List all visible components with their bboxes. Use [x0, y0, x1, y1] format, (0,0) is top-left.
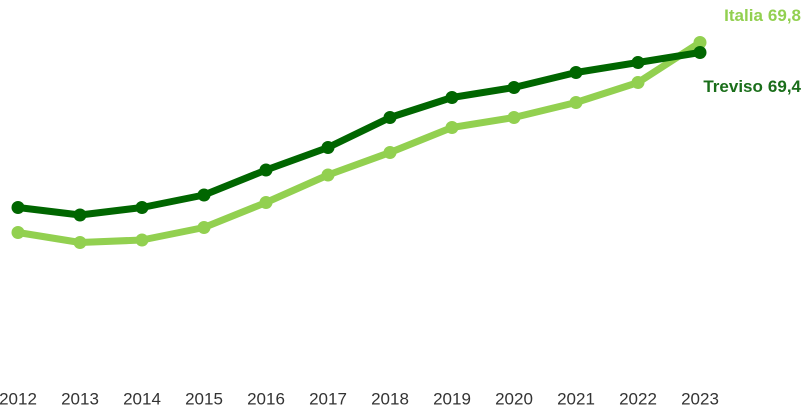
data-point: [135, 233, 149, 247]
data-point: [259, 163, 273, 177]
data-point: [135, 201, 149, 214]
data-point: [321, 168, 335, 182]
data-point: [631, 76, 645, 89]
data-point: [445, 91, 459, 104]
data-point: [73, 208, 87, 222]
data-point: [631, 56, 645, 69]
data-point: [445, 121, 459, 134]
x-tick-label: 2018: [371, 389, 409, 408]
data-point: [507, 81, 521, 94]
x-tick-label: 2015: [185, 389, 223, 408]
x-tick-label: 2013: [61, 389, 99, 408]
data-point: [569, 66, 583, 79]
value-label: 69,8: [768, 6, 801, 25]
x-tick-label: 2014: [123, 389, 161, 408]
data-point: [197, 221, 211, 234]
end-label: Treviso 69,4: [703, 77, 801, 96]
data-point: [11, 226, 25, 239]
data-point: [197, 188, 211, 202]
x-tick-label: 2022: [619, 389, 657, 408]
x-tick-label: 2012: [0, 389, 37, 408]
value-label: 69,4: [768, 77, 802, 96]
x-tick-label: 2021: [557, 389, 595, 408]
x-tick-label: 2020: [495, 389, 533, 408]
data-point: [383, 111, 397, 124]
data-point: [507, 111, 521, 124]
x-tick-label: 2019: [433, 389, 471, 408]
series-name: Treviso: [703, 77, 763, 96]
data-point: [259, 196, 273, 209]
data-point: [11, 201, 25, 214]
x-tick-label: 2017: [309, 389, 347, 408]
x-tick-label: 2016: [247, 389, 285, 408]
data-point: [383, 146, 397, 159]
series-name: Italia: [724, 6, 763, 25]
data-point: [73, 236, 87, 249]
data-point: [693, 46, 707, 59]
x-tick-label: 2023: [681, 389, 719, 408]
series-line: [17, 39, 702, 246]
data-point: [321, 141, 335, 154]
data-point: [693, 36, 707, 49]
series-line: [17, 49, 701, 219]
data-point: [569, 96, 583, 109]
end-label: Italia 69,8: [724, 6, 801, 25]
